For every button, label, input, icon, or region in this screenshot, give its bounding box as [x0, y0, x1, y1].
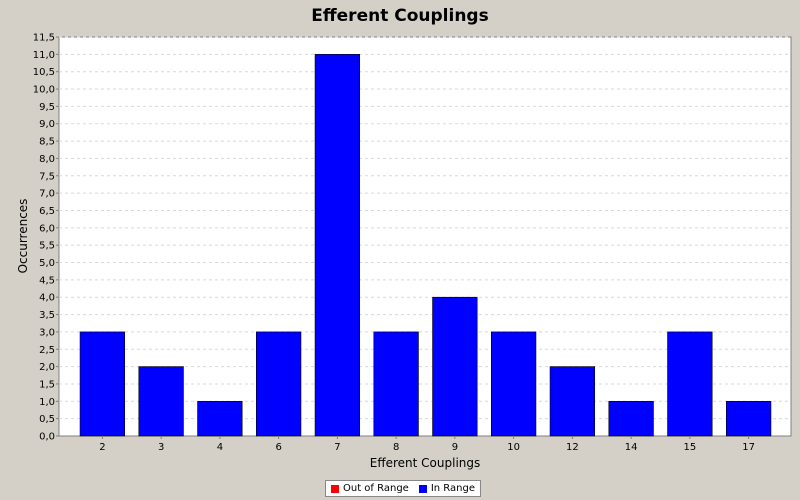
x-tick-label: 8: [393, 442, 399, 453]
x-tick-label: 15: [684, 442, 697, 453]
y-tick-label: 10,5: [33, 67, 55, 78]
y-tick-label: 3,0: [39, 327, 55, 338]
y-tick-label: 8,0: [39, 154, 55, 165]
gridlines: [59, 36, 791, 420]
bar-3: [138, 366, 184, 437]
x-tick-label: 10: [507, 442, 520, 453]
x-tick-label: 14: [625, 442, 638, 453]
y-tick-label: 0,0: [39, 432, 55, 443]
bar-6: [255, 331, 302, 437]
y-tick-label: 5,5: [39, 241, 55, 252]
bar-2: [79, 331, 126, 437]
y-tick-label: 10,0: [33, 85, 55, 96]
bar-14: [608, 401, 654, 437]
y-tick-label: 2,0: [39, 362, 55, 373]
bar-17: [725, 401, 772, 437]
x-axis-ticks: 2 3 4 6 7 8 9 10 12 14 15 17: [99, 436, 755, 453]
bar-10: [490, 331, 537, 437]
legend-item-out-of-range: Out of Range: [331, 483, 409, 494]
y-tick-label: 9,0: [39, 119, 55, 130]
bar-7: [314, 54, 360, 437]
y-tick-label: 7,5: [39, 171, 55, 182]
bar-12: [549, 366, 595, 437]
y-tick-label: 3,5: [39, 310, 55, 321]
y-tick-label: 1,0: [39, 397, 55, 408]
legend-label-in-range: In Range: [430, 483, 475, 494]
y-tick-label: 5,0: [39, 258, 55, 269]
y-tick-label: 9,5: [39, 102, 55, 113]
x-tick-label: 4: [217, 442, 223, 453]
legend-swatch-out-of-range: [331, 484, 339, 493]
y-tick-label: 6,5: [39, 206, 55, 217]
bar-9: [432, 296, 478, 437]
y-tick-label: 6,0: [39, 223, 55, 234]
y-tick-label: 4,0: [39, 293, 55, 304]
chart-title: Efferent Couplings: [311, 6, 489, 26]
y-tick-label: 7,0: [39, 189, 55, 200]
x-tick-label: 2: [99, 442, 105, 453]
y-axis-ticks: 0,0 0,5 1,0 1,5 2,0 2,5 3,0 3,5 4,0 4,5 5,0 5,5 6,0 6…: [33, 33, 59, 443]
x-tick-label: 6: [275, 442, 281, 453]
y-tick-label: 8,5: [39, 137, 55, 148]
x-tick-label: 12: [566, 442, 579, 453]
y-tick-label: 0,5: [39, 414, 55, 425]
y-axis-label: Occurrences: [16, 199, 30, 274]
bar-4: [197, 401, 243, 437]
legend-swatch-in-range: [418, 484, 427, 493]
x-tick-label: 17: [742, 442, 755, 453]
y-tick-label: 2,5: [39, 345, 55, 356]
bar-15: [667, 331, 713, 437]
x-tick-label: 7: [334, 442, 340, 453]
legend-item-in-range: In Range: [418, 483, 475, 494]
legend: Out of Range In Range: [325, 480, 481, 497]
bar-8: [373, 331, 419, 437]
y-tick-label: 1,5: [39, 379, 55, 390]
x-tick-label: 3: [158, 442, 164, 453]
x-axis-label: Efferent Couplings: [370, 456, 481, 470]
legend-label-out-of-range: Out of Range: [343, 483, 409, 494]
y-tick-label: 11,0: [33, 50, 55, 61]
x-tick-label: 9: [452, 442, 458, 453]
y-tick-label: 4,5: [39, 275, 55, 286]
y-tick-label: 11,5: [33, 33, 55, 44]
bars: [79, 54, 772, 437]
